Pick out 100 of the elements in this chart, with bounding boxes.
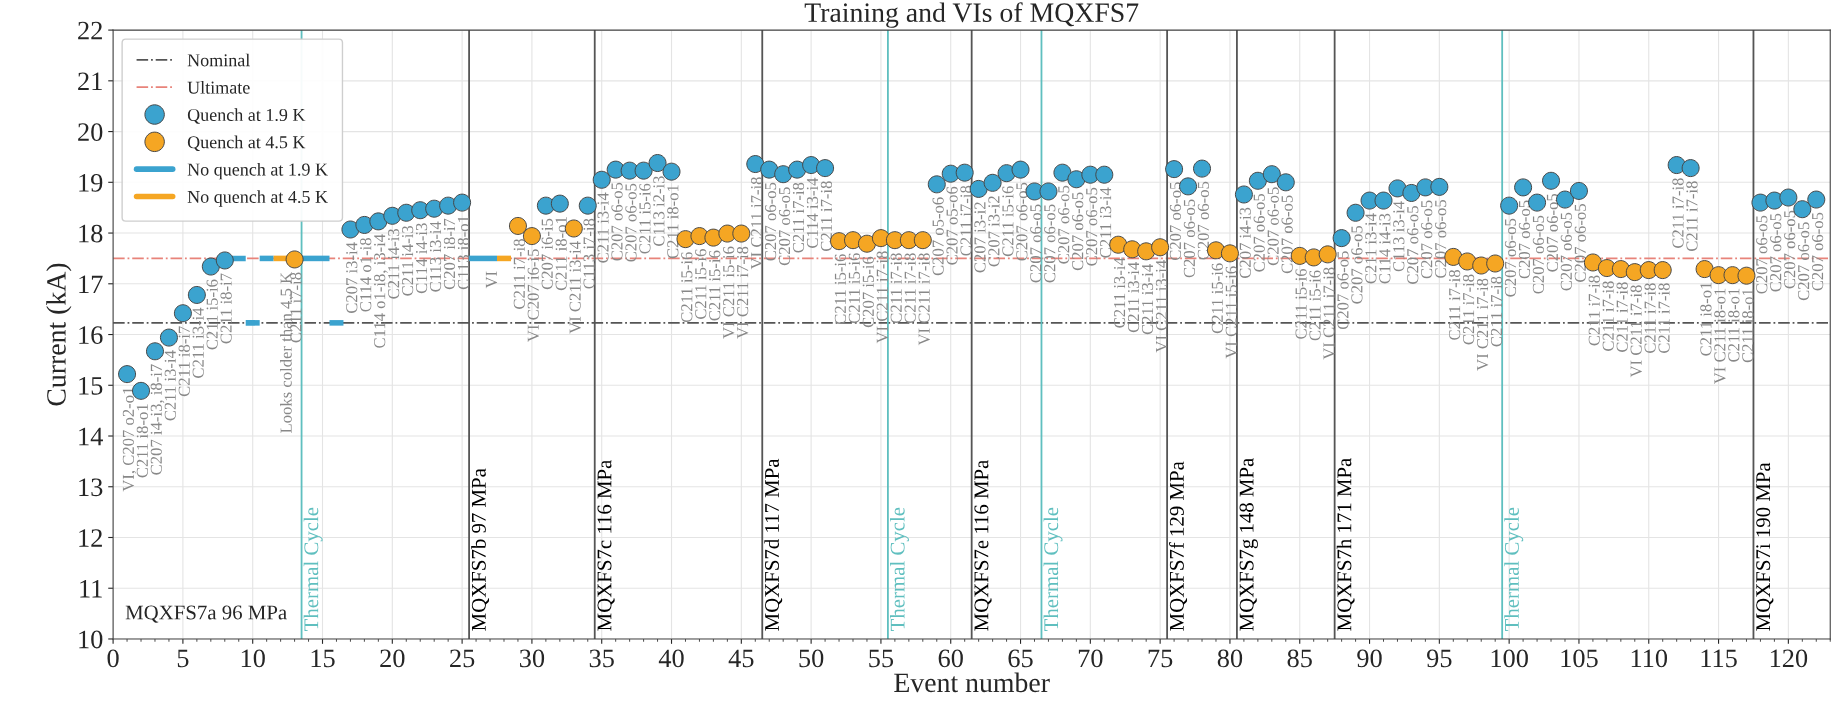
annotation: C207 o6-o5 bbox=[1811, 212, 1824, 291]
x-tick-label: 95 bbox=[1427, 649, 1452, 668]
ref-line-label: MQXFS7i 190 MPa bbox=[1756, 462, 1774, 631]
annotation: C211 i7-i8 bbox=[1490, 276, 1503, 347]
annotation: C211 i5-i6 bbox=[709, 250, 721, 321]
annotation: C207 o6-o5 bbox=[1435, 200, 1447, 278]
annotation: C207 o5-o6 bbox=[946, 186, 958, 265]
x-tick-label: 35 bbox=[589, 649, 614, 668]
x-tick-label: 20 bbox=[380, 649, 405, 668]
ref-line-label: Thermal Cycle bbox=[1043, 507, 1063, 631]
annotation: C114 i3-i4 bbox=[806, 177, 819, 249]
annotation: C211 i7-i8 bbox=[890, 253, 902, 324]
ref-line-label: MQXFS7b 97 MPa bbox=[471, 468, 490, 631]
annotation: C211 i7-i8 bbox=[1644, 283, 1656, 354]
x-tick-label: 75 bbox=[1148, 649, 1173, 668]
annotation: C207 o6-o5 bbox=[764, 182, 777, 261]
annotation: C211 i7-i8 bbox=[792, 182, 805, 253]
chart-title: Training and VIs of MQXFS7 bbox=[804, 2, 1139, 28]
annotation: C207 o6-o5 bbox=[611, 182, 623, 261]
annotation: C207 o6-o5 bbox=[1532, 215, 1545, 294]
x-tick-label: 120 bbox=[1770, 649, 1808, 668]
x-tick-label: 115 bbox=[1701, 649, 1737, 668]
annotation: C207 o6-o5 bbox=[1518, 200, 1531, 279]
annotation: C211 i5-i6 bbox=[1211, 263, 1223, 334]
y-tick-label: 13 bbox=[79, 478, 103, 497]
x-tick-label: 80 bbox=[1217, 649, 1243, 668]
annotation: C114 i4-i3 bbox=[415, 223, 428, 294]
annotation: C211 i8-o1 bbox=[1728, 288, 1740, 362]
annotation: VI C211 i3-i4 bbox=[569, 241, 581, 334]
y-tick-label: 17 bbox=[79, 275, 103, 293]
annotation: C207 o6-o5 bbox=[1784, 210, 1796, 289]
ref-line-label: Thermal Cycle bbox=[890, 507, 909, 631]
annotation: C207 i8-i7 bbox=[443, 218, 456, 290]
annotation: C207 o5-o6 bbox=[932, 197, 944, 276]
annotation: C211 i5-i6 bbox=[681, 252, 693, 323]
annotation: C207 o6-o5 bbox=[1560, 212, 1572, 291]
annotation: VI, C207 o2-o1 bbox=[122, 387, 137, 492]
annotation: C113 i8-o1 bbox=[457, 216, 470, 290]
annotation: C207 i3-i2 bbox=[974, 202, 986, 273]
annotation: C114 o1-i8, i3-i4 bbox=[374, 234, 388, 348]
annotation: C207 i4-i3, i8-i7 bbox=[150, 364, 165, 475]
x-tick-label: 70 bbox=[1078, 649, 1103, 668]
annotation: C207 o6-o5 bbox=[1407, 206, 1419, 284]
annotation: C211 i4-i3 bbox=[388, 228, 400, 299]
annotation: C113 i3-i4 bbox=[1393, 201, 1405, 272]
annotation: VI C211 i3-i4 bbox=[1155, 260, 1168, 353]
annotation: C113 i7-i8 bbox=[583, 218, 595, 289]
annotation: C211 i4-i3 bbox=[402, 225, 414, 296]
annotation: C114 i4-i3 bbox=[1379, 213, 1391, 284]
annotation: C211 i3-i4 bbox=[1127, 262, 1140, 333]
annotation: C211 i5-i6 bbox=[1309, 270, 1321, 341]
ref-line-label: MQXFS7d 117 MPa bbox=[764, 458, 783, 631]
annotation: C211 i5-i6 bbox=[206, 279, 218, 350]
x-tick-label: 55 bbox=[869, 649, 894, 668]
annotation: C207 o6-o5 bbox=[625, 183, 637, 262]
annotation: C207 o6-o5 bbox=[1044, 204, 1056, 283]
annotation: C211 i5-i6 bbox=[834, 254, 846, 325]
annotation: VI C211 i7-i8 bbox=[1630, 285, 1642, 378]
x-tick-label: 85 bbox=[1287, 649, 1312, 668]
annotation: C207 o6-o5 bbox=[1253, 193, 1265, 272]
annotation: VI C211 i7-i8 bbox=[750, 177, 763, 270]
annotation: C207 o6-o5 bbox=[1281, 195, 1293, 274]
legend-label: No quench at 1.9 K bbox=[187, 162, 328, 180]
annotation: C207 i3-i2 bbox=[988, 196, 1000, 267]
annotation: C211 i7-i8 bbox=[1658, 283, 1670, 354]
annotation: C207 o6-o5 bbox=[1267, 187, 1279, 266]
x-tick-label: 25 bbox=[450, 649, 475, 668]
annotation: C207 o6-o5 bbox=[778, 187, 791, 266]
annotation: C207 o6-o5 bbox=[1546, 193, 1558, 272]
annotation: VI C211 i7-i8 bbox=[918, 253, 930, 346]
annotation: VI C211 i5-i6 bbox=[723, 246, 735, 339]
x-tick-label: 30 bbox=[519, 649, 545, 668]
annotation: C211 i7-i8 bbox=[1588, 275, 1600, 346]
annotation: C113 i2-i3 bbox=[653, 176, 665, 246]
y-tick-label: 12 bbox=[79, 529, 102, 547]
y-tick-label: 10 bbox=[79, 630, 103, 649]
annotation: C211 i8-i7 bbox=[178, 326, 190, 397]
annotation: VI bbox=[485, 271, 498, 289]
legend-label: Ultimate bbox=[187, 80, 250, 94]
y-tick-label: 15 bbox=[79, 377, 103, 395]
annotation: C207 o6-o5 bbox=[1072, 192, 1084, 271]
annotation: C211 i7-i8 bbox=[1686, 181, 1698, 252]
annotation: C207 i5-i6 bbox=[862, 256, 874, 328]
annotation: C211 i7-i8 bbox=[960, 185, 972, 256]
ref-line-label: Thermal Cycle bbox=[1504, 507, 1524, 631]
annotation: C207 o6-o5 bbox=[1798, 222, 1810, 301]
annotation: C211 i3-i4 bbox=[597, 192, 609, 263]
annotation: C211 i7-i8 bbox=[1616, 282, 1628, 353]
annotation: VI C211 i7-i8 bbox=[876, 251, 888, 344]
annotation: C207 o6-o5 bbox=[1574, 204, 1586, 282]
ref-line-label: MQXFS7g 148 MPa bbox=[1239, 458, 1258, 631]
legend-label: No quench at 4.5 K bbox=[187, 190, 328, 207]
annotation: C211 i3-i4 bbox=[164, 350, 176, 421]
annotation: C207 o6-o5 bbox=[1058, 185, 1070, 264]
annotation: C211 i8-i7 bbox=[220, 273, 232, 344]
annotation: C211 i5-i6 bbox=[848, 253, 860, 324]
annotation: VI C211 i8-o1 bbox=[1714, 288, 1726, 385]
annotation: C207 o6-o5 bbox=[1504, 218, 1517, 297]
annotation: VI C211 i7-i8 bbox=[1323, 267, 1335, 360]
annotation: VI C211 i7-i8 bbox=[737, 246, 749, 339]
